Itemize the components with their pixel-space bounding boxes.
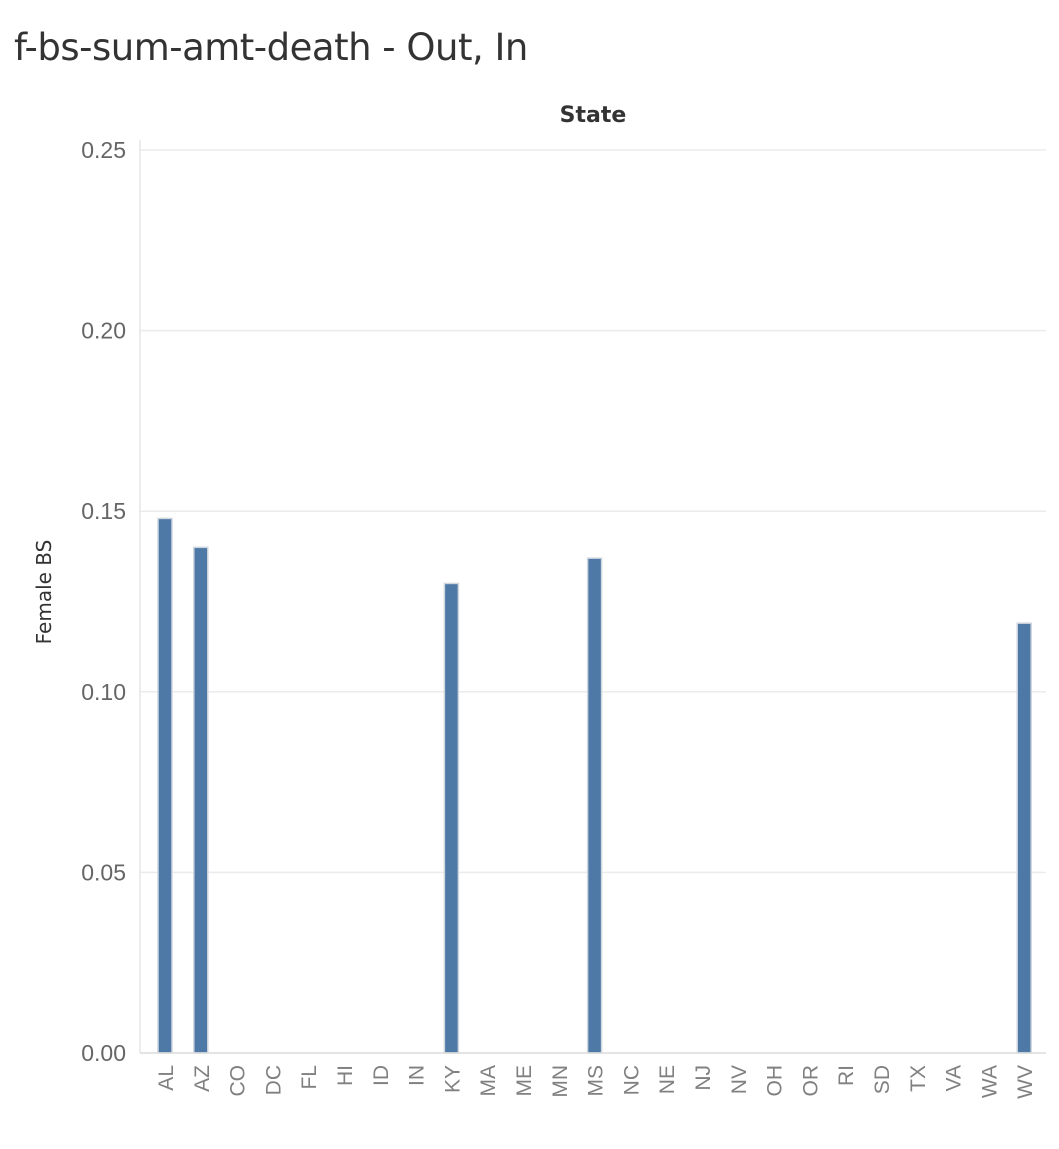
x-category-label: ID	[370, 1065, 393, 1086]
x-category-label: VA	[943, 1065, 966, 1091]
x-category-label: SD	[871, 1065, 894, 1094]
x-category-label: NC	[620, 1065, 643, 1095]
x-category-label: MN	[549, 1065, 572, 1098]
y-axis-ticks: 0.00 0.05 0.10 0.15 0.20 0.25	[81, 137, 126, 1066]
x-category-label: HI	[334, 1065, 357, 1086]
x-category-label: FL	[298, 1065, 321, 1090]
y-tick-label: 0.00	[81, 1040, 126, 1066]
x-category-label: ME	[513, 1065, 536, 1097]
x-category-label: NV	[728, 1065, 751, 1094]
x-category-label: OR	[799, 1065, 822, 1097]
x-category-label: CO	[227, 1065, 250, 1097]
bar-ms	[586, 557, 603, 1054]
bar-wv	[1016, 622, 1032, 1054]
x-axis-category-labels: AL AZ CO DC FL HI ID IN KY MA ME MN MS NC NE NJ NV OH OR RI…	[155, 1065, 1037, 1099]
x-category-label: KY	[441, 1065, 464, 1093]
x-category-label: RI	[835, 1065, 858, 1086]
bars	[157, 517, 1032, 1054]
x-category-label: IN	[406, 1065, 429, 1086]
bar-ky	[443, 582, 460, 1054]
x-category-label: NJ	[692, 1065, 715, 1091]
x-category-label: OH	[764, 1065, 787, 1097]
x-category-label: NE	[656, 1065, 679, 1094]
chart-title: f-bs-sum-amt-death - Out, In	[14, 26, 528, 69]
y-tick-label: 0.25	[81, 137, 126, 163]
y-tick-label: 0.05	[81, 859, 126, 885]
x-category-label: AL	[155, 1065, 178, 1091]
x-category-label: TX	[907, 1065, 930, 1092]
y-tick-label: 0.15	[81, 498, 126, 524]
x-category-label: DC	[262, 1065, 285, 1095]
x-category-label: WA	[978, 1065, 1001, 1098]
x-category-label: MS	[585, 1065, 608, 1097]
bar-al	[157, 517, 173, 1054]
x-category-label: AZ	[191, 1065, 214, 1092]
bar-az	[193, 546, 209, 1054]
column-header-label: State	[559, 103, 627, 128]
x-category-label: MA	[477, 1065, 500, 1097]
x-category-label: WV	[1014, 1065, 1037, 1099]
y-tick-label: 0.20	[81, 318, 126, 344]
y-tick-label: 0.10	[81, 679, 126, 705]
